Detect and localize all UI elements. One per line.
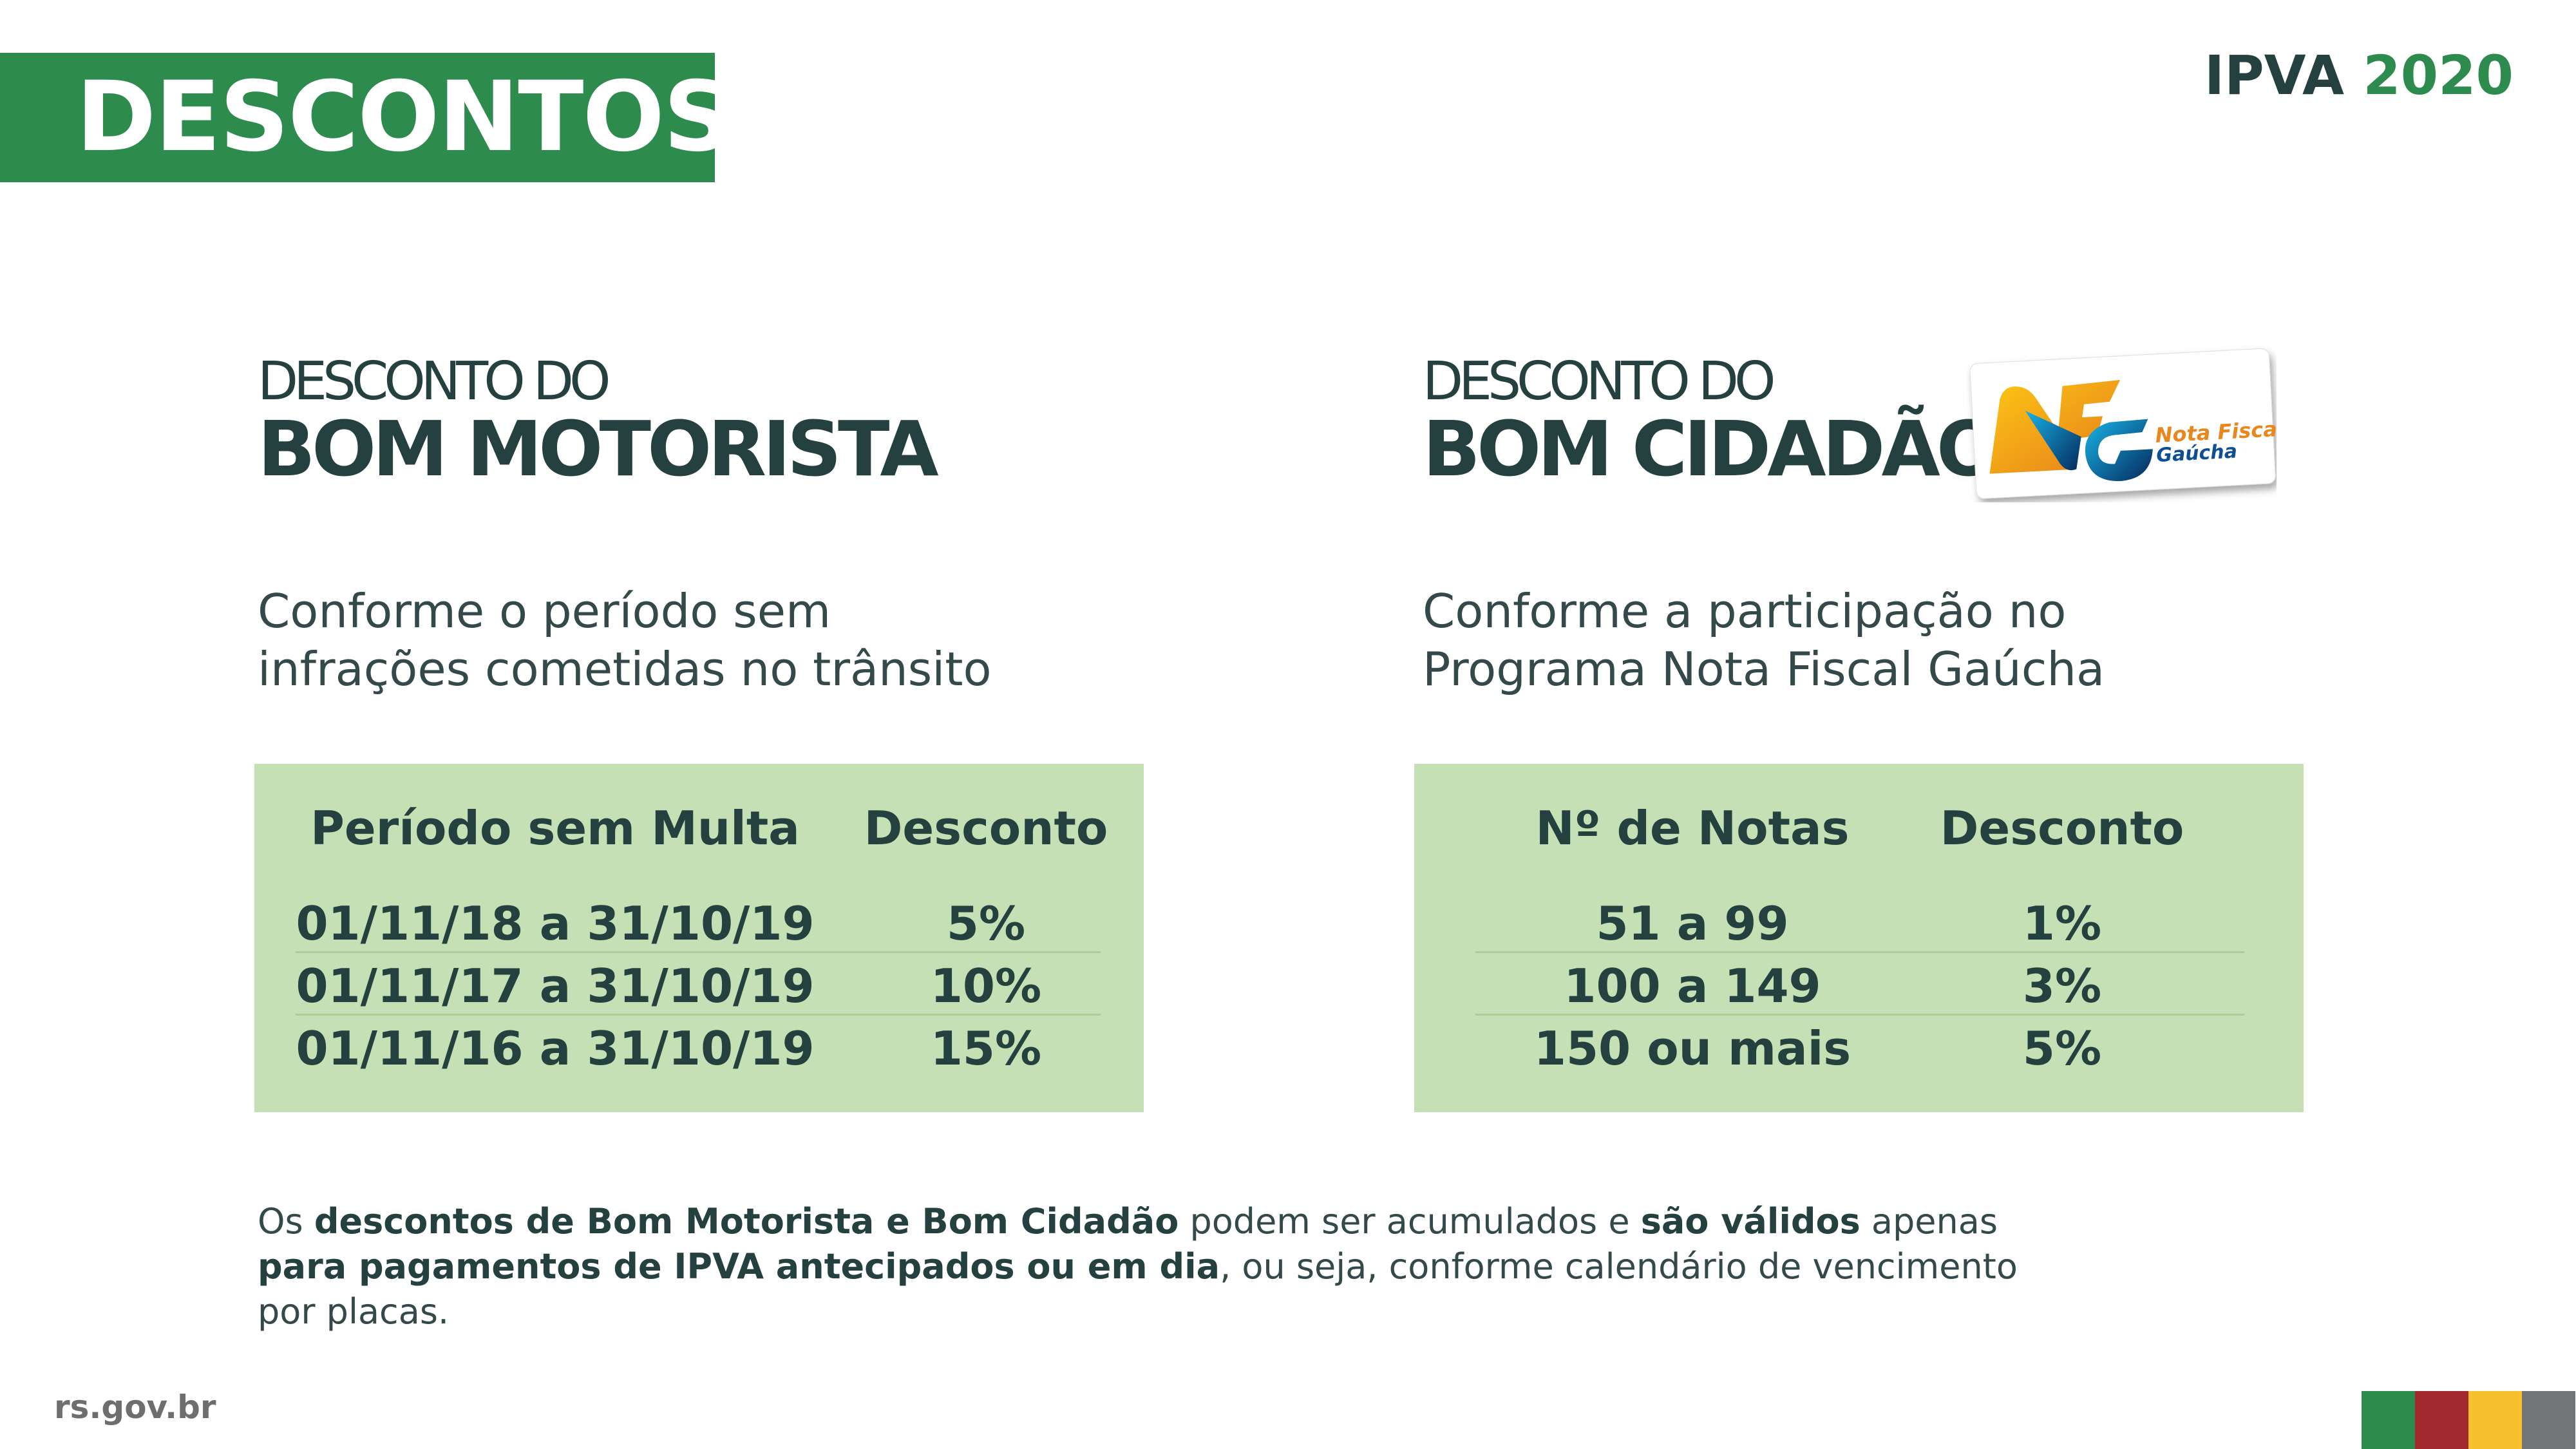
column-header: Desconto: [1940, 801, 2184, 855]
row-divider: [1475, 1014, 2244, 1016]
page-title: DESCONTOS: [76, 61, 733, 173]
note-segment: para pagamentos de IPVA antecipados ou e…: [258, 1246, 1220, 1287]
row-divider: [296, 951, 1101, 953]
brand-prefix: IPVA: [2204, 44, 2344, 107]
table-cell: 15%: [930, 1021, 1042, 1075]
row-divider: [296, 1014, 1101, 1016]
site-url: rs.gov.br: [54, 1388, 216, 1426]
table-cell: 10%: [930, 959, 1042, 1013]
color-square-red: [2415, 1391, 2468, 1449]
table-cell: 01/11/17 a 31/10/19: [296, 959, 815, 1013]
table-cell: 5%: [946, 896, 1026, 951]
color-square-yellow: [2468, 1391, 2522, 1449]
note-segment: podem ser acumulados e: [1179, 1201, 1641, 1242]
left-title: BOM MOTORISTA: [258, 404, 939, 493]
table-cell: 01/11/16 a 31/10/19: [296, 1021, 815, 1075]
color-square-gray: [2522, 1391, 2575, 1449]
right-description: Conforme a participação no Programa Nota…: [1423, 582, 2105, 698]
row-divider: [1475, 951, 2244, 953]
table-cell: 01/11/18 a 31/10/19: [296, 896, 815, 951]
table-cell: 51 a 99: [1596, 896, 1789, 951]
color-square-green: [2362, 1391, 2415, 1449]
left-subtitle: DESCONTO DO: [258, 351, 611, 412]
table-cell: 1%: [2022, 896, 2102, 951]
note-segment: , ou seja, conforme calendário de vencim…: [258, 1246, 2018, 1332]
logo-text-line2: Gaúcha: [2155, 440, 2237, 467]
right-subtitle: DESCONTO DO: [1423, 351, 1776, 412]
table-cell: 3%: [2022, 959, 2102, 1013]
column-header: Período sem Multa: [310, 801, 800, 855]
bom-motorista-table: Período sem Multa Desconto 01/11/18 a 31/1…: [254, 764, 1144, 1112]
desc-line: Conforme a participação no: [1423, 584, 2067, 638]
desc-line: Programa Nota Fiscal Gaúcha: [1423, 642, 2105, 696]
column-header: Desconto: [864, 801, 1108, 855]
note-segment: descontos de Bom Motorista e Bom Cidadão: [314, 1201, 1179, 1242]
table-cell: 150 ou mais: [1533, 1021, 1852, 1075]
note-segment: são válidos: [1640, 1201, 1861, 1242]
note-segment: Os: [258, 1201, 314, 1242]
desc-line: infrações cometidas no trânsito: [258, 642, 992, 696]
footer-note: Os descontos de Bom Motorista e Bom Cida…: [258, 1199, 2061, 1334]
section-banner: DESCONTOS: [0, 53, 733, 182]
left-description: Conforme o período sem infrações cometid…: [258, 582, 992, 698]
right-title: BOM CIDADÃO: [1423, 404, 2001, 493]
table-cell: 100 a 149: [1564, 959, 1821, 1013]
brand-year: 2020: [2363, 44, 2514, 107]
desc-line: Conforme o período sem: [258, 584, 831, 638]
table-cell: 5%: [2022, 1021, 2102, 1075]
brand-label: IPVA 2020: [2204, 40, 2514, 111]
nota-fiscal-gaucha-logo: Nota Fiscal Gaúcha: [1969, 348, 2277, 499]
note-segment: apenas: [1860, 1201, 1998, 1242]
column-header: Nº de Notas: [1535, 801, 1850, 855]
bom-cidadao-table: Nº de Notas Desconto 51 a 99 1% 100 a 149 3% 1…: [1414, 764, 2304, 1112]
